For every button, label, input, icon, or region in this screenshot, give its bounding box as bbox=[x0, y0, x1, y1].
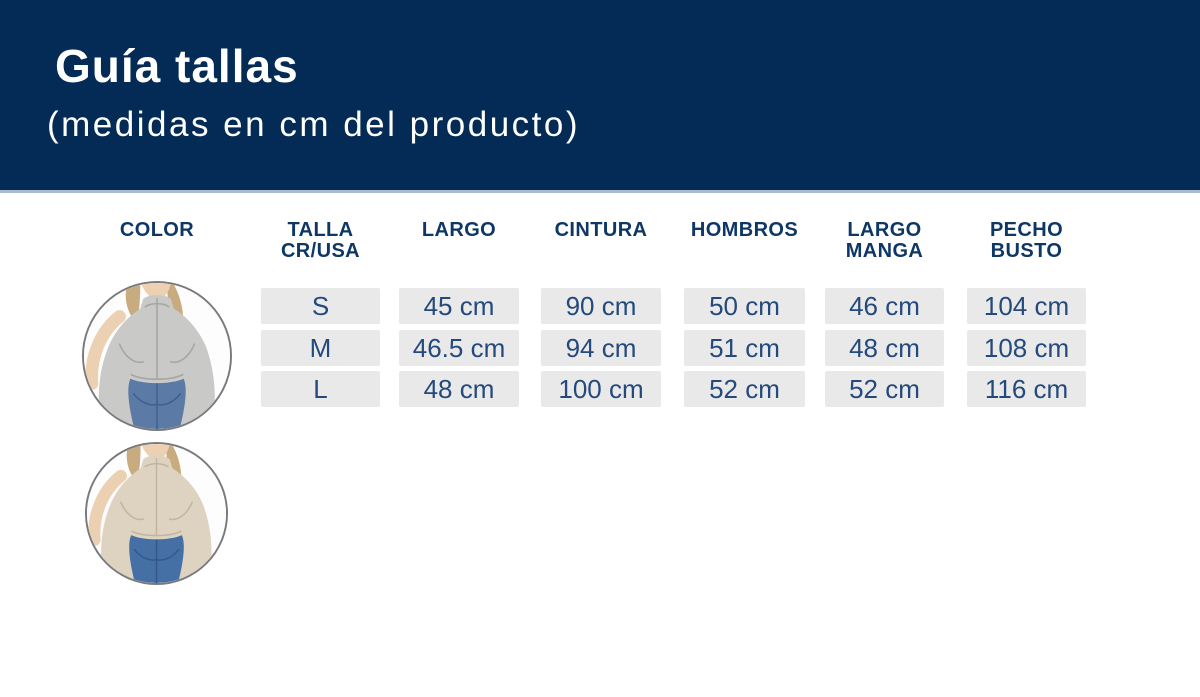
jeans-seams bbox=[132, 381, 182, 429]
jacket-seams bbox=[118, 297, 196, 380]
column-header-hombros: HOMBROS bbox=[690, 219, 799, 241]
cintura-cell: 100 cm bbox=[541, 371, 661, 407]
beige-jacket-illustration bbox=[87, 444, 226, 583]
product-photo-gray-jacket bbox=[82, 281, 232, 431]
size-cell: S bbox=[261, 288, 380, 324]
column-header-pecho-busto: PECHO BUSTO bbox=[989, 219, 1064, 262]
largo-cell: 48 cm bbox=[399, 371, 519, 407]
pecho-busto-cell: 116 cm bbox=[967, 371, 1086, 407]
jacket-seams bbox=[120, 458, 193, 537]
jeans-seams bbox=[133, 537, 180, 583]
pecho-busto-cell: 104 cm bbox=[967, 288, 1086, 324]
banner: Guía tallas (medidas en cm del producto) bbox=[0, 0, 1200, 193]
page-subtitle: (medidas en cm del producto) bbox=[47, 105, 580, 144]
page-title: Guía tallas bbox=[55, 40, 299, 92]
column-header-color: COLOR bbox=[119, 219, 195, 241]
raised-arm bbox=[88, 469, 127, 546]
largo-manga-cell: 48 cm bbox=[825, 330, 944, 366]
gray-jacket-illustration bbox=[84, 283, 230, 429]
column-header-largo: LARGO bbox=[421, 219, 497, 241]
column-header-talla: TALLA CR/USA bbox=[280, 219, 361, 262]
size-cell: L bbox=[261, 371, 380, 407]
product-photo-beige-jacket bbox=[85, 442, 228, 585]
pecho-busto-cell: 108 cm bbox=[967, 330, 1086, 366]
cintura-cell: 90 cm bbox=[541, 288, 661, 324]
hombros-cell: 50 cm bbox=[684, 288, 805, 324]
cintura-cell: 94 cm bbox=[541, 330, 661, 366]
hombros-cell: 51 cm bbox=[684, 330, 805, 366]
size-cell: M bbox=[261, 330, 380, 366]
raised-arm bbox=[85, 310, 126, 391]
hombros-cell: 52 cm bbox=[684, 371, 805, 407]
column-header-largo-manga: LARGO MANGA bbox=[845, 219, 924, 262]
largo-cell: 45 cm bbox=[399, 288, 519, 324]
largo-manga-cell: 52 cm bbox=[825, 371, 944, 407]
largo-cell: 46.5 cm bbox=[399, 330, 519, 366]
largo-manga-cell: 46 cm bbox=[825, 288, 944, 324]
column-header-cintura: CINTURA bbox=[554, 219, 648, 241]
